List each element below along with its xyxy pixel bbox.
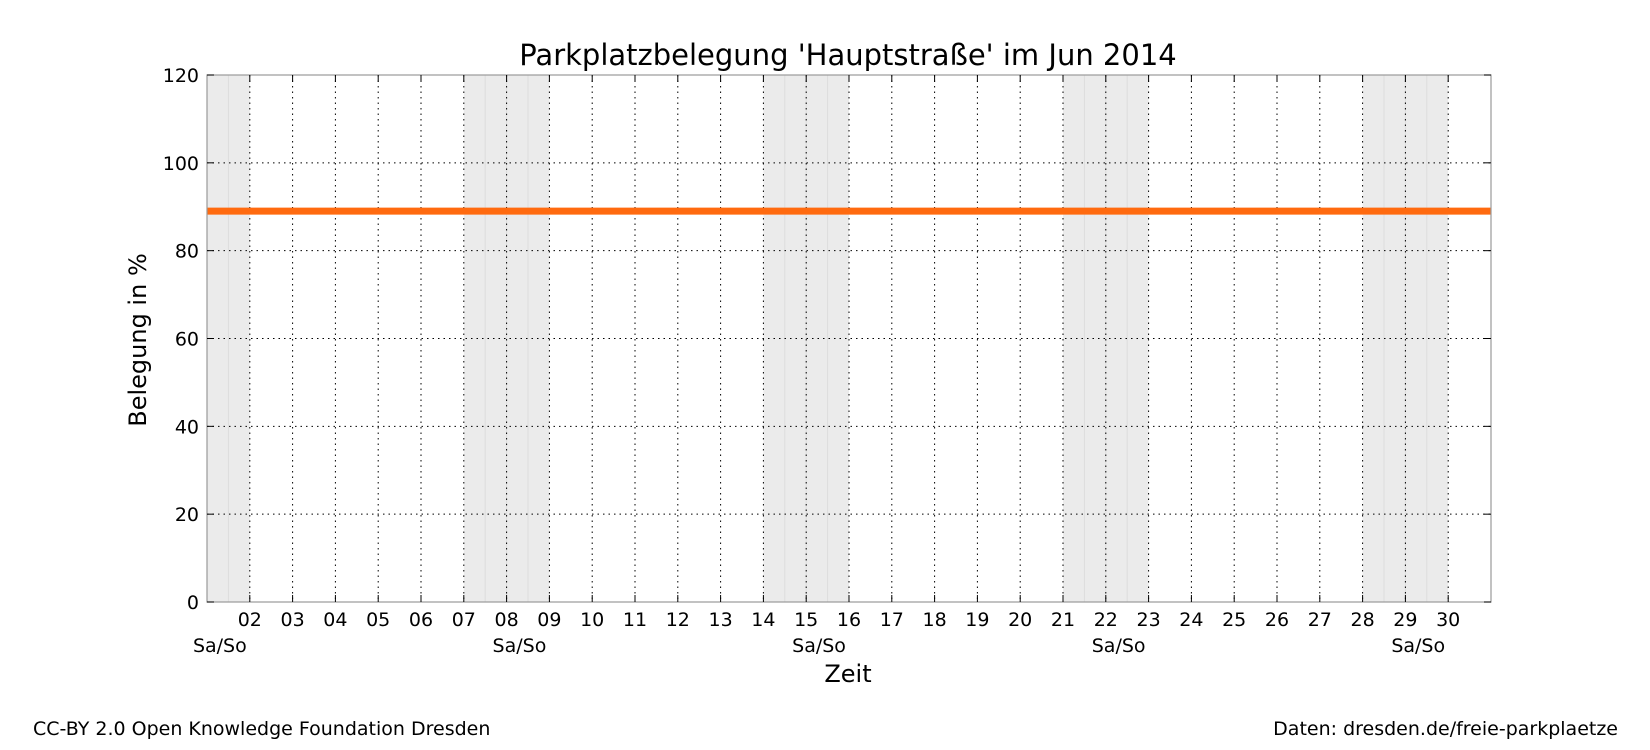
x-tick-label-06: 06 xyxy=(409,609,433,631)
weekend-labels: Sa/So Sa/So Sa/So Sa/So Sa/So xyxy=(193,635,1445,657)
x-tick-label-20: 20 xyxy=(1008,609,1032,631)
x-tick-label-09: 09 xyxy=(537,609,561,631)
chart-title: Parkplatzbelegung 'Hauptstraße' im Jun 2… xyxy=(519,38,1176,72)
weekend-bands xyxy=(207,75,1449,602)
x-tick-label-23: 23 xyxy=(1137,609,1161,631)
x-tick-label-18: 18 xyxy=(923,609,947,631)
x-tick-label-30: 30 xyxy=(1436,609,1460,631)
x-tick-label-05: 05 xyxy=(366,609,390,631)
y-tick-label-40: 40 xyxy=(175,416,199,438)
y-tick-labels: 0 20 40 60 80 100 120 xyxy=(163,65,199,614)
x-tick-label-26: 26 xyxy=(1265,609,1289,631)
y-tick-label-20: 20 xyxy=(175,504,199,526)
x-tick-label-15: 15 xyxy=(794,609,818,631)
x-tick-label-11: 11 xyxy=(623,609,647,631)
x-tick-label-19: 19 xyxy=(965,609,989,631)
x-tick-label-17: 17 xyxy=(880,609,904,631)
x-tick-label-22: 22 xyxy=(1094,609,1118,631)
x-tick-label-02: 02 xyxy=(238,609,262,631)
y-tick-label-0: 0 xyxy=(187,592,199,614)
x-axis-label: Zeit xyxy=(824,660,871,688)
weekend-label-4: Sa/So xyxy=(1092,635,1146,657)
y-tick-label-100: 100 xyxy=(163,153,199,175)
x-tick-label-08: 08 xyxy=(495,609,519,631)
x-tick-label-04: 04 xyxy=(323,609,347,631)
x-tick-label-07: 07 xyxy=(452,609,476,631)
y-tick-label-80: 80 xyxy=(175,241,199,263)
x-tick-label-16: 16 xyxy=(837,609,861,631)
weekend-label-3: Sa/So xyxy=(792,635,846,657)
x-tick-labels: 02 03 04 05 06 07 08 09 10 11 12 13 14 15 16 17 18 19 20 21… xyxy=(238,609,1461,631)
x-tick-label-27: 27 xyxy=(1308,609,1332,631)
x-tick-label-03: 03 xyxy=(281,609,305,631)
weekend-label-1: Sa/So xyxy=(193,635,247,657)
credit-license: CC-BY 2.0 Open Knowledge Foundation Dres… xyxy=(33,718,491,740)
x-tick-label-12: 12 xyxy=(666,609,690,631)
x-tick-label-10: 10 xyxy=(580,609,604,631)
y-tick-label-120: 120 xyxy=(163,65,199,87)
ticks xyxy=(207,74,1491,603)
weekend-label-2: Sa/So xyxy=(493,635,547,657)
x-tick-label-21: 21 xyxy=(1051,609,1075,631)
x-tick-label-28: 28 xyxy=(1351,609,1375,631)
credit-source: Daten: dresden.de/freie-parkplaetze xyxy=(1273,718,1618,740)
y-tick-label-60: 60 xyxy=(175,329,199,351)
x-tick-label-13: 13 xyxy=(709,609,733,631)
weekend-label-5: Sa/So xyxy=(1391,635,1445,657)
y-axis-label: Belegung in % xyxy=(124,253,152,427)
x-tick-label-14: 14 xyxy=(751,609,775,631)
x-tick-label-29: 29 xyxy=(1393,609,1417,631)
x-tick-label-24: 24 xyxy=(1179,609,1203,631)
x-tick-label-25: 25 xyxy=(1222,609,1246,631)
